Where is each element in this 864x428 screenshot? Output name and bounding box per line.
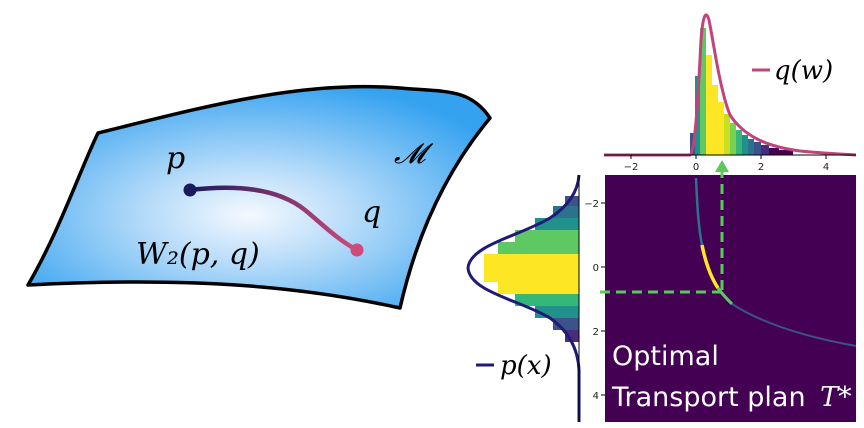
transport-plan-plot: −2 0 2 4 Optimal Transport plan T* bbox=[584, 160, 857, 422]
plan-title-line1: Optimal bbox=[612, 341, 719, 372]
hist-bar bbox=[724, 114, 730, 155]
plan-curve-upper bbox=[694, 177, 704, 246]
tick-label: 4 bbox=[823, 162, 829, 173]
label-distance: W₂(p, q) bbox=[136, 237, 260, 272]
hist-bar bbox=[484, 268, 579, 282]
hist-bar bbox=[761, 145, 769, 155]
hist-bar bbox=[730, 123, 736, 155]
point-q bbox=[350, 243, 364, 257]
plan-curve-tail bbox=[731, 303, 857, 347]
density-curve-q bbox=[604, 13, 857, 157]
hist-bar bbox=[712, 85, 718, 155]
top-density-plot: −2 0 2 4 q(w) bbox=[604, 13, 857, 173]
manifold-surface bbox=[26, 84, 492, 310]
tick-label: 2 bbox=[593, 327, 599, 338]
hist-bar bbox=[498, 282, 579, 294]
plan-title-symbol: T* bbox=[820, 382, 852, 413]
manifold-diagram: p q 𝓜 W₂(p, q) bbox=[26, 84, 492, 310]
hist-bar bbox=[498, 242, 579, 254]
hist-bar bbox=[718, 102, 724, 155]
label-p: p bbox=[166, 141, 185, 176]
plan-background bbox=[605, 175, 856, 422]
hist-bar bbox=[700, 28, 706, 155]
density-curve-p bbox=[466, 174, 581, 422]
label-q: q bbox=[362, 195, 381, 230]
legend-label-q: q(w) bbox=[774, 56, 833, 86]
plan-title-line2: Transport plan T* bbox=[611, 382, 852, 413]
hist-bar bbox=[769, 148, 779, 155]
tick-label: 0 bbox=[593, 263, 599, 274]
hist-bar bbox=[565, 196, 579, 206]
geodesic-curve bbox=[187, 185, 360, 253]
tick-label: 4 bbox=[593, 391, 599, 402]
tick-label: −2 bbox=[624, 162, 639, 173]
hist-bar bbox=[515, 230, 579, 242]
hist-bar bbox=[748, 139, 754, 155]
plan-title-text: Transport plan bbox=[611, 382, 806, 413]
hist-bar bbox=[754, 142, 761, 155]
tick-label: −2 bbox=[584, 199, 599, 210]
guide-arrow-up bbox=[715, 160, 729, 172]
hist-bar bbox=[779, 150, 793, 155]
plan-curve-bright bbox=[700, 244, 720, 289]
hist-bar bbox=[706, 55, 712, 155]
hist-bar bbox=[484, 254, 579, 268]
hist-bar bbox=[742, 135, 748, 155]
left-density-plot: p(x) bbox=[466, 174, 581, 422]
plan-curve-mid bbox=[716, 287, 734, 306]
tick-label: 0 bbox=[693, 162, 699, 173]
tick-label: 2 bbox=[758, 162, 764, 173]
legend-label-p: p(x) bbox=[500, 351, 552, 381]
hist-bar bbox=[736, 130, 742, 155]
point-p bbox=[183, 183, 197, 197]
hist-bar bbox=[515, 294, 579, 306]
